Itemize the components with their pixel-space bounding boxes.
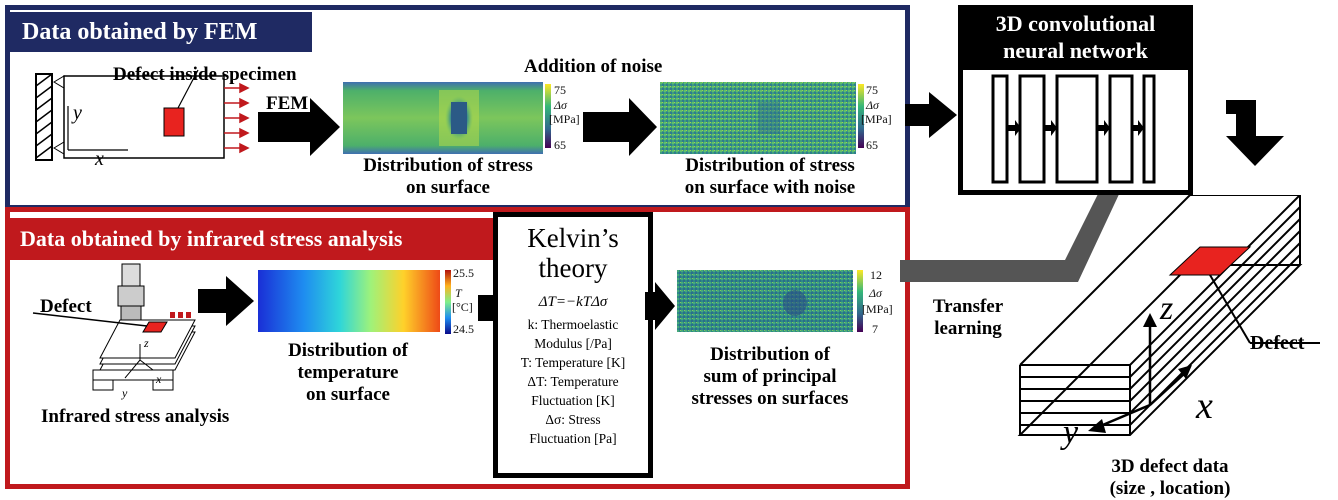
noise-label: Addition of noise bbox=[524, 56, 663, 77]
fem-stress-caption-line1: Distribution of stress bbox=[363, 155, 533, 176]
fem-arrow bbox=[258, 98, 340, 156]
principal-stress-colorbar-max: 12 bbox=[870, 268, 882, 282]
ir-setup-caption: Infrared stress analysis bbox=[41, 406, 230, 427]
temperature-caption-line3: on surface bbox=[306, 384, 390, 405]
ir-arrow-1 bbox=[198, 276, 254, 326]
cnn-box: 3D convolutional neural network bbox=[958, 5, 1193, 195]
principal-stress-colorbar bbox=[857, 270, 863, 332]
transfer-learning-label: Transfer learning bbox=[918, 296, 1018, 340]
principal-stress-colorbar-unit: [MPa] bbox=[862, 302, 893, 316]
fem-colorbar bbox=[545, 84, 551, 148]
noise-arrow bbox=[583, 98, 657, 156]
temperature-colorbar-min: 24.5 bbox=[453, 322, 474, 336]
temperature-colorbar-symbol: T bbox=[455, 286, 462, 300]
temperature-caption-line1: Distribution of bbox=[288, 340, 408, 361]
fem-noise-colorbar-min: 65 bbox=[866, 138, 878, 152]
ir-axis-y: y bbox=[122, 386, 128, 400]
kelvin-dt-def-line1: ΔT: Temperature bbox=[527, 374, 619, 389]
ir-section-frame bbox=[5, 207, 910, 489]
fem-banner: Data obtained by FEM bbox=[10, 12, 312, 52]
transfer-learning-arrow bbox=[900, 125, 1142, 282]
fem-specimen-diagram bbox=[35, 69, 250, 161]
fem-to-cnn-arrow bbox=[905, 92, 957, 138]
kelvin-dt-def-line2: Fluctuation [K] bbox=[531, 393, 615, 408]
ir-axis-x: x bbox=[156, 372, 162, 386]
fem-colorbar-min: 65 bbox=[554, 138, 566, 152]
fem-noise-colorbar-symbol: Δσ bbox=[866, 98, 879, 112]
temperature-caption-line2: temperature bbox=[297, 362, 399, 383]
fem-noise-colorbar-unit: [MPa] bbox=[861, 112, 892, 126]
fem-noise-caption: Distribution of stress on surface with n… bbox=[655, 155, 885, 199]
cnn-layers bbox=[991, 74, 1156, 184]
ir-arrow-3 bbox=[645, 282, 675, 330]
fem-colorbar-unit: [MPa] bbox=[549, 112, 580, 126]
principal-stress-heatmap bbox=[677, 270, 853, 332]
fem-noise-colorbar-max: 75 bbox=[866, 83, 878, 97]
transfer-label-line1: Transfer bbox=[932, 296, 1004, 317]
fem-noise-caption-line1: Distribution of stress bbox=[685, 155, 855, 176]
output-axis-y: y bbox=[1063, 414, 1079, 451]
temperature-colorbar-unit: [°C] bbox=[452, 300, 473, 314]
output-axis-z: z bbox=[1160, 290, 1174, 327]
kelvin-title-line2: theory bbox=[538, 253, 608, 283]
fem-defect-label: Defect inside specimen bbox=[113, 64, 297, 85]
kelvin-theory-box: Kelvin’s theory ΔT=−kTΔσ k: Thermoelasti… bbox=[493, 212, 653, 478]
output-caption: 3D defect data (size , location) bbox=[1080, 456, 1260, 500]
kelvin-ds-def-line1: Δσ: Stress bbox=[545, 412, 601, 427]
ir-axis-z: z bbox=[144, 336, 149, 350]
fem-noise-colorbar bbox=[858, 84, 864, 148]
fem-axis-x: x bbox=[95, 148, 104, 170]
principal-stress-colorbar-min: 7 bbox=[872, 322, 878, 336]
kelvin-k-def-line2: Modulus [/Pa] bbox=[534, 336, 612, 351]
cnn-title-line2: neural network bbox=[1003, 38, 1148, 63]
fem-noise-heatmap bbox=[660, 82, 856, 154]
fem-stress-caption: Distribution of stress on surface bbox=[333, 155, 563, 199]
output-caption-line1: 3D defect data bbox=[1111, 456, 1229, 477]
temperature-colorbar-max: 25.5 bbox=[453, 266, 474, 280]
fem-method-label: FEM bbox=[266, 93, 309, 114]
fem-colorbar-symbol: Δσ bbox=[554, 98, 567, 112]
transfer-label-line2: learning bbox=[934, 318, 1002, 339]
output-defect-label: Defect bbox=[1250, 332, 1305, 354]
output-axis-x: x bbox=[1196, 385, 1213, 427]
fem-axis-y: y bbox=[73, 102, 82, 124]
fem-noise-caption-line2: on surface with noise bbox=[684, 177, 856, 198]
kelvin-title-line1: Kelvin’s bbox=[527, 223, 619, 253]
temperature-caption: Distribution of temperature on surface bbox=[258, 340, 438, 406]
principal-stress-caption: Distribution of sum of principal stresse… bbox=[660, 344, 880, 410]
kelvin-ds-def-line2: Fluctuation [Pa] bbox=[529, 431, 617, 446]
temperature-colorbar bbox=[445, 270, 451, 334]
principal-stress-caption-line3: stresses on surfaces bbox=[691, 388, 849, 409]
ir-banner: Data obtained by infrared stress analysi… bbox=[10, 218, 498, 260]
cnn-title-line1: 3D convolutional bbox=[995, 11, 1156, 36]
cnn-output-arrow bbox=[1226, 100, 1284, 166]
fem-stress-caption-line2: on surface bbox=[406, 177, 490, 198]
ir-setup-diagram bbox=[32, 263, 196, 391]
fem-colorbar-max: 75 bbox=[554, 83, 566, 97]
principal-stress-caption-line1: Distribution of bbox=[710, 344, 830, 365]
principal-stress-caption-line2: sum of principal bbox=[703, 366, 837, 387]
principal-stress-colorbar-symbol: Δσ bbox=[869, 286, 882, 300]
kelvin-t-def: T: Temperature [K] bbox=[520, 355, 626, 370]
fem-stress-heatmap bbox=[343, 82, 543, 154]
defect-3d-stack bbox=[1017, 195, 1320, 436]
kelvin-k-def-line1: k: Thermoelastic bbox=[527, 317, 619, 332]
ir-defect-label: Defect bbox=[40, 296, 92, 317]
output-caption-line2: (size , location) bbox=[1109, 478, 1231, 499]
kelvin-equation: ΔT=−kTΔσ bbox=[538, 294, 608, 310]
cnn-title: 3D convolutional neural network bbox=[963, 10, 1188, 70]
temperature-heatmap bbox=[258, 270, 440, 332]
